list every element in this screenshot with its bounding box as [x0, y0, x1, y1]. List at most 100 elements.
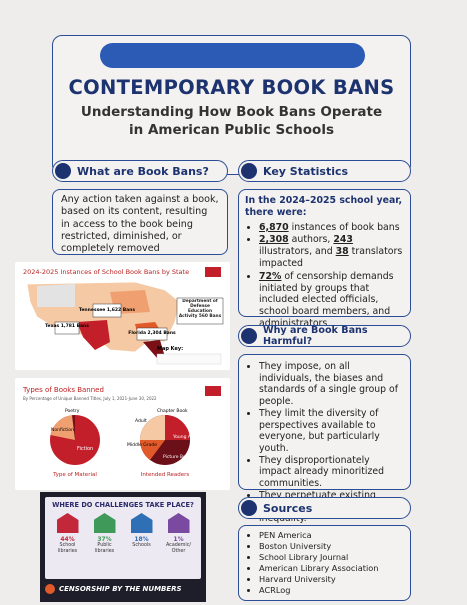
section-heading: Why are Book Bans Harmful? — [263, 325, 368, 347]
stat-number: 2,308 — [259, 234, 289, 246]
source-item: Boston University — [259, 541, 404, 552]
section-heading: Sources — [263, 501, 313, 515]
pie-slice — [72, 415, 75, 440]
infographic-pct: 1% — [173, 536, 184, 543]
stat-item: 2,308 authors, 243 illustrators, and 38 … — [259, 234, 404, 269]
section-heading: What are Book Bans? — [77, 164, 209, 178]
infographic-footer: CENSORSHIP BY THE NUMBERS — [45, 584, 201, 594]
key-box — [156, 353, 222, 365]
source-item: PEN America — [259, 530, 404, 541]
section-pill: Sources — [238, 497, 411, 519]
infographic-item: 1% Academic/ Other — [162, 513, 196, 554]
pie-title: Types of Books Banned — [22, 386, 104, 394]
harmful-box: They impose, on all individuals, the bia… — [238, 354, 411, 524]
stat-text: illustrators, and — [259, 246, 336, 258]
infographic-label: School libraries — [57, 543, 78, 554]
pie-label: Fiction — [77, 446, 93, 452]
texas — [77, 320, 110, 350]
state-region — [37, 284, 75, 307]
logo — [205, 267, 221, 277]
pie-label: Picture Book — [163, 454, 191, 460]
pie-label: Poetry — [65, 408, 80, 414]
pie-slice — [165, 415, 190, 440]
infographic-label: Academic/ Other — [165, 543, 192, 554]
callout-box — [176, 297, 224, 325]
infographic-item: 18% Schools — [125, 513, 159, 554]
pie-subtitle: By Percentage of Unique Banned Titles, J… — [23, 396, 157, 401]
callout: Tennessee 1,622 Bans — [79, 307, 135, 313]
subtitle: Understanding How Book Bans Operate in A… — [80, 104, 383, 138]
logo — [205, 386, 221, 396]
pie-label: Young Adult — [172, 434, 200, 440]
definition: Any action taken against a book, based o… — [52, 189, 228, 255]
map-graphic: 2024-2025 Instances of School Book Bans … — [23, 267, 224, 365]
stat-text: translators impacted — [259, 246, 403, 269]
building-icon — [56, 513, 79, 533]
map-title: 2024-2025 Instances of School Book Bans … — [23, 268, 189, 276]
building-icon — [130, 513, 153, 533]
callout-box — [136, 327, 168, 341]
stat-number: 38 — [335, 246, 349, 258]
stats-box: In the 2024–2025 school year, there were… — [238, 189, 411, 329]
stat-text: instances of book bans — [288, 221, 400, 233]
callout-box — [54, 321, 80, 335]
harm-item: They disproportionately impact already m… — [259, 455, 404, 490]
bullet-dot — [241, 500, 257, 516]
infographic-label: Public libraries — [94, 543, 115, 554]
stat-number: 6,870 — [259, 221, 289, 233]
callout-wrap: Department of Defense Education Activity… — [178, 299, 222, 319]
pie-slice — [140, 415, 165, 440]
section-pill: Why are Book Bans Harmful? — [238, 325, 411, 347]
infographic-item: 44% School libraries — [51, 513, 85, 554]
bullet-dot — [55, 163, 71, 179]
title: CONTEMPORARY BOOK BANS — [68, 76, 395, 99]
infographic-pct: 37% — [97, 536, 112, 543]
building-icon — [93, 513, 116, 533]
callout-box — [92, 303, 122, 318]
footer-icon — [45, 584, 55, 594]
harm-item: They limit the diversity of perspectives… — [259, 408, 404, 455]
footer-text: CENSORSHIP BY THE NUMBERS — [59, 585, 182, 593]
pie-slice — [140, 440, 165, 460]
stat-item: 72% of censorship demands initiated by g… — [259, 271, 404, 330]
stats-list: 6,870 instances of book bans2,308 author… — [245, 222, 404, 330]
callout: Department of Defense Education Activity… — [178, 299, 222, 319]
florida — [143, 340, 165, 358]
source-item: American Library Association — [259, 563, 404, 574]
infographic-pct: 18% — [134, 536, 149, 543]
section-heading: Key Statistics — [263, 164, 349, 178]
source-item: Harvard University — [259, 574, 404, 585]
pie-label: Nonfiction — [51, 427, 74, 433]
stat-item: 6,870 instances of book bans — [259, 222, 404, 234]
building-icon — [167, 513, 190, 533]
stat-text: authors, — [288, 234, 334, 246]
infographic-label: Schools — [132, 543, 151, 548]
map-panel: 2024-2025 Instances of School Book Bans … — [15, 262, 230, 370]
callout: Texas 1,781 Bans — [45, 323, 89, 329]
bullet-dot — [241, 328, 257, 344]
map-key: Map Key: — [157, 346, 183, 352]
infographic-card: WHERE DO CHALLENGES TAKE PLACE? 44% Schoo… — [45, 497, 201, 579]
stat-number: 243 — [333, 234, 353, 246]
pie-caption: Type of Material — [52, 472, 97, 478]
pie-caption: Intended Readers — [141, 472, 190, 478]
infographic: WHERE DO CHALLENGES TAKE PLACE? 44% Schoo… — [40, 492, 206, 602]
pie-panel: Types of Books Banned By Percentage of U… — [15, 378, 230, 490]
infographic-row: 44% School libraries 37% Public libraries 18… — [49, 513, 197, 554]
pie-label: Middle Grade — [127, 442, 157, 448]
bullet-dot — [241, 163, 257, 179]
pie-slice — [50, 415, 75, 440]
stat-text: of censorship demands initiated by group… — [259, 270, 394, 329]
source-item: School Library Journal — [259, 552, 404, 563]
stat-number: 72% — [259, 270, 282, 282]
infographic-title: WHERE DO CHALLENGES TAKE PLACE? — [52, 501, 194, 509]
section-pill: Key Statistics — [238, 160, 411, 182]
header-pill — [100, 43, 365, 68]
sources-list: PEN AmericaBoston UniversitySchool Libra… — [245, 530, 404, 596]
stats-intro: In the 2024–2025 school year, there were… — [245, 195, 403, 218]
pie-label: Adult — [135, 418, 147, 424]
section-pill: What are Book Bans? — [52, 160, 228, 182]
callout: Florida 2,304 Bans — [128, 330, 176, 336]
